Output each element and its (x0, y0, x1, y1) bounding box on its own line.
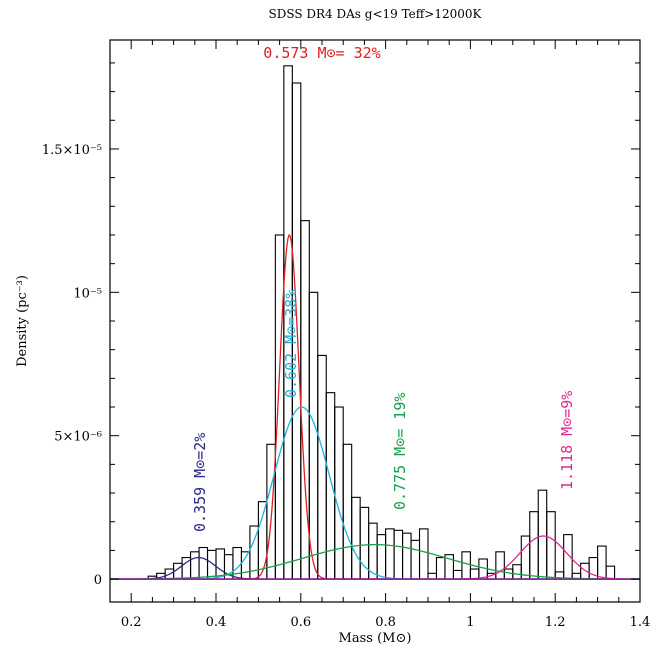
y-axis-title: Density (pc⁻³) (15, 275, 30, 367)
histogram-bar (461, 551, 471, 580)
histogram-bar (537, 489, 548, 580)
histogram-bar (334, 406, 344, 580)
histogram-bar (351, 496, 361, 580)
histogram-bar (580, 562, 590, 580)
x-axis-title: Mass (M⊙) (339, 631, 412, 646)
histogram-bar (605, 565, 616, 580)
component-label-3: 0.602 M⊙=38% (282, 290, 300, 398)
gaussian-curve-1 (110, 556, 640, 580)
y-tick-label: 1.5×10⁻⁵ (42, 143, 102, 158)
x-tick-label: 1 (466, 615, 474, 630)
chart-title: SDSS DR4 DAs g<19 Teff>12000K (269, 7, 483, 21)
histogram-bar (190, 551, 200, 580)
y-tick-label: 10⁻⁵ (73, 286, 102, 301)
histogram-bar (198, 546, 209, 580)
x-tick-label: 0.2 (121, 615, 142, 630)
histogram-bar (342, 443, 353, 580)
x-tick-label: 1.4 (630, 615, 651, 630)
histogram-bar (308, 291, 319, 580)
labels-layer: 0.359 M⊙=2% 0.573 M⊙= 32% 0.602 M⊙=38% 0.77… (191, 44, 576, 532)
histogram-bar (495, 551, 505, 580)
axes-layer: 0.2 0.4 0.6 0.8 1 1.2 1.4 0 5×10⁻⁶ 10⁻⁵ 1.5×10⁻⁵ (42, 40, 651, 630)
gaussian-curves-layer (110, 233, 640, 580)
histogram-bar (512, 564, 522, 580)
component-label-2: 0.573 M⊙= 32% (263, 44, 380, 62)
histogram-bar (503, 568, 514, 580)
histogram-bar (385, 528, 395, 580)
histogram-layer (147, 65, 616, 580)
histogram-bar (520, 535, 531, 580)
histogram-bar (597, 545, 607, 580)
histogram-bar (435, 557, 446, 580)
histogram-bar (452, 569, 463, 580)
histogram-bar (376, 534, 387, 580)
component-label-4: 0.775 M⊙= 19% (391, 393, 409, 510)
histogram-bar (427, 572, 438, 580)
x-tick-label: 0.4 (206, 615, 227, 630)
histogram-bar (257, 501, 268, 580)
histogram-bar (546, 511, 556, 580)
histogram-bar (418, 528, 429, 580)
histogram-bar (274, 234, 285, 580)
histogram-bar (469, 568, 480, 580)
histogram-bar (410, 539, 421, 580)
x-tick-label: 1.2 (545, 615, 566, 630)
gaussian-curve-4 (110, 543, 640, 580)
x-tick-label: 0.6 (290, 615, 311, 630)
x-tick-label: 0.8 (375, 615, 396, 630)
histogram-bar (317, 354, 327, 580)
component-label-5: 1.118 M⊙=9% (558, 391, 576, 490)
histogram-bar (240, 551, 251, 580)
histogram-bar (529, 511, 539, 580)
component-label-1: 0.359 M⊙=2% (191, 433, 209, 532)
histogram-bar (402, 532, 412, 580)
y-tick-label: 5×10⁻⁶ (54, 430, 102, 445)
plot-frame (109, 39, 641, 603)
histogram-bar (393, 529, 404, 580)
histogram-bar (215, 548, 226, 580)
y-tick-label: 0 (94, 573, 102, 588)
